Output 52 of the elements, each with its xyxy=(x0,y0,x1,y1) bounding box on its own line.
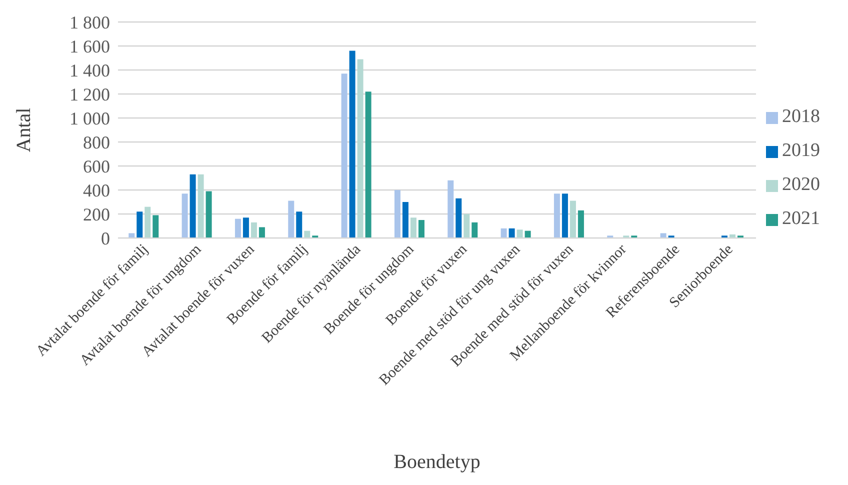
bar xyxy=(304,230,310,238)
bar xyxy=(570,200,576,238)
bar xyxy=(357,59,364,238)
y-tick-label: 1 800 xyxy=(70,12,110,32)
bar xyxy=(152,215,159,238)
x-axis-title: Boendetyp xyxy=(394,451,480,473)
bar xyxy=(242,218,249,238)
y-tick-label: 800 xyxy=(83,132,110,152)
bar xyxy=(198,174,204,238)
bar xyxy=(578,210,584,238)
y-tick-label: 200 xyxy=(83,204,110,224)
y-axis-title: Antal xyxy=(13,107,36,152)
bar xyxy=(258,227,265,238)
y-tick-label: 400 xyxy=(83,180,110,200)
bar xyxy=(182,194,188,238)
bar xyxy=(524,230,531,238)
bar xyxy=(402,202,408,238)
bar xyxy=(456,198,462,238)
y-tick-label: 1 400 xyxy=(70,60,110,80)
bar xyxy=(394,190,400,238)
legend-label: 2019 xyxy=(782,140,820,161)
bar xyxy=(341,74,348,238)
bar xyxy=(410,218,416,238)
bar xyxy=(365,92,372,238)
legend-label: 2018 xyxy=(782,106,820,127)
bar xyxy=(128,233,135,238)
y-tick-label: 1 600 xyxy=(70,36,110,56)
bar xyxy=(418,220,424,238)
bar xyxy=(144,206,151,238)
bar xyxy=(250,222,257,238)
legend-label: 2021 xyxy=(782,208,820,229)
bar xyxy=(136,212,143,238)
y-tick-label: 1 000 xyxy=(70,108,110,128)
y-tick-label: 0 xyxy=(101,228,110,248)
bar xyxy=(508,228,515,238)
bar xyxy=(660,233,666,238)
bar xyxy=(562,194,568,238)
y-tick-label: 600 xyxy=(83,156,110,176)
bar xyxy=(554,194,560,238)
bar xyxy=(349,50,356,238)
y-tick-label: 1 200 xyxy=(70,84,110,104)
bar xyxy=(206,191,212,238)
bar xyxy=(448,180,454,238)
bar xyxy=(296,212,302,238)
legend-label: 2020 xyxy=(782,174,820,195)
bar xyxy=(500,228,507,238)
bar xyxy=(516,230,523,238)
bar xyxy=(190,174,196,238)
bar xyxy=(464,214,470,238)
bar xyxy=(288,200,294,238)
bar xyxy=(234,218,241,238)
bar xyxy=(472,222,478,238)
